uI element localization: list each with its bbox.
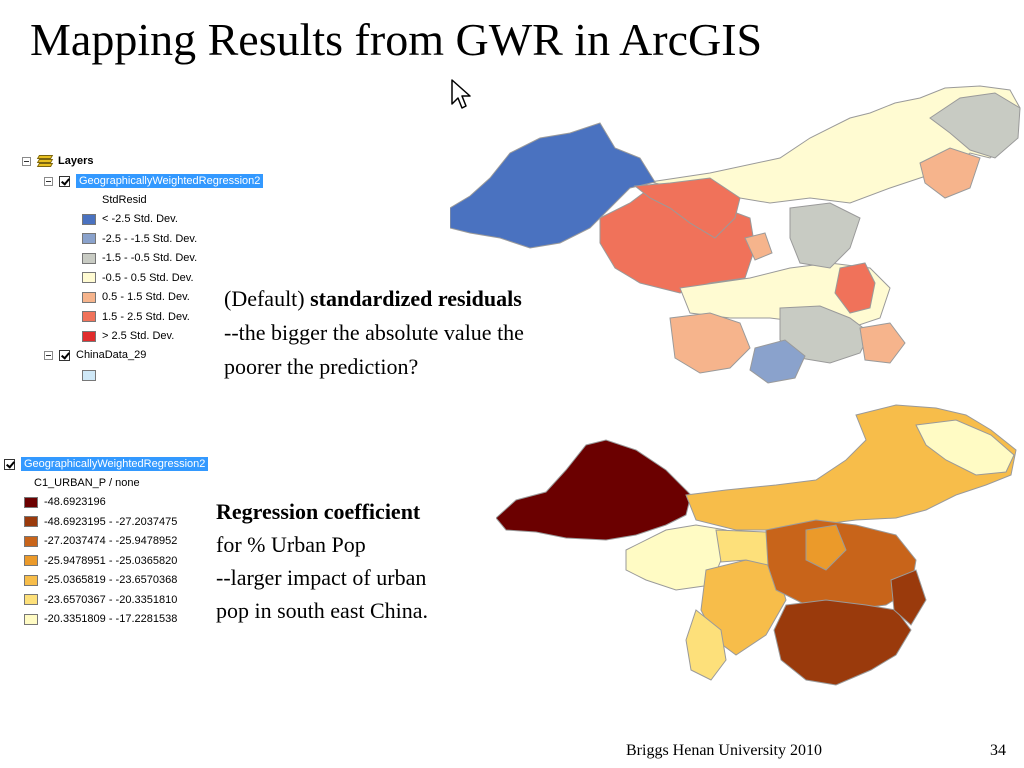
region-guangxi: [749, 339, 806, 384]
region-se-orange: [859, 322, 906, 364]
caption-bold: standardized residuals: [310, 286, 522, 311]
coefficient-legend-label: -25.9478951 - -25.0365820: [44, 554, 178, 567]
coefficient-legend-swatch: [24, 496, 38, 508]
collapse-layer1-button[interactable]: [44, 176, 53, 186]
collapse-layer2-button[interactable]: [44, 350, 53, 360]
residual-legend-swatch: [82, 233, 96, 244]
page-number: 34: [990, 742, 1006, 759]
caption-line-3: poorer the prediction?: [224, 354, 419, 379]
region-xinjiang: [450, 122, 656, 249]
coefficient-legend-row: -20.3351809 - -17.2281538: [24, 610, 177, 628]
coefficient-legend-row: -25.9478951 - -25.0365820: [24, 552, 177, 570]
coef-layer-visibility-checkbox[interactable]: [4, 458, 15, 470]
residual-legend-label: 0.5 - 1.5 Std. Dev.: [102, 291, 190, 303]
coef-field-name-label: C1_URBAN_P / none: [34, 477, 140, 489]
region-gansu: [633, 177, 741, 239]
region-ne-pale: [915, 419, 1015, 476]
layer2-name[interactable]: ChinaData_29: [76, 349, 147, 361]
coefficient-legend-label: -48.6923196: [44, 496, 106, 508]
residual-legend-swatch: [82, 330, 96, 342]
region-small-orange: [744, 232, 773, 261]
coefficient-legend-label: -27.2037474 - -25.9478952: [44, 535, 178, 547]
layer2-visibility-checkbox[interactable]: [59, 349, 70, 361]
coefficient-legend-label: -25.0365819 - -23.6570368: [44, 574, 178, 586]
residual-legend-label: 1.5 - 2.5 Std. Dev.: [102, 310, 190, 323]
residual-legend-label: -0.5 - 0.5 Std. Dev.: [102, 271, 194, 284]
region-central-orange: [805, 524, 847, 571]
coefficient-legend-swatch: [24, 516, 38, 527]
toc-panel-coefficient: GeographicallyWeightedRegression2 C1_URB…: [0, 452, 240, 632]
residual-legend-swatch: [82, 291, 96, 303]
coefficient-legend-swatch: [24, 594, 38, 605]
residual-legend-swatch: [82, 311, 96, 322]
coefficient-legend-row: -27.2037474 - -25.9478952: [24, 532, 177, 550]
region-central-gray: [789, 202, 861, 269]
coefficient-legend-swatch: [24, 574, 38, 586]
slide-footer: Briggs Henan University 2010: [626, 742, 822, 759]
coefficient-legend-label: -48.6923195 - -27.2037475: [44, 515, 178, 528]
coef-caption-line-3: --larger impact of urban: [216, 565, 427, 590]
coefficient-map: [496, 404, 1017, 686]
region-ne-orange: [919, 147, 981, 199]
coef-layer-name[interactable]: GeographicallyWeightedRegression2: [21, 457, 209, 471]
coefficient-legend-label: -23.6570367 - -20.3351810: [44, 593, 178, 606]
region-xinjiang-dark: [496, 439, 692, 541]
residuals-caption: (Default) standardized residuals --the b…: [224, 282, 624, 384]
layer1-visibility-checkbox[interactable]: [59, 175, 70, 187]
residual-legend-label: > 2.5 Std. Dev.: [102, 330, 175, 342]
region-henan: [834, 262, 876, 314]
collapse-layers-button[interactable]: [22, 156, 31, 166]
caption-line-2: --the bigger the absolute value the: [224, 320, 524, 345]
coef-caption-line-4: pop in south east China.: [216, 598, 429, 623]
residual-legend-row: -2.5 - -1.5 Std. Dev.: [82, 230, 197, 248]
region-west-yellow: [715, 529, 769, 566]
coefficient-legend-swatch: [24, 555, 38, 566]
residual-legend-label: -1.5 - -0.5 Std. Dev.: [102, 252, 198, 264]
layers-icon: [36, 154, 54, 168]
layers-root-label: Layers: [58, 155, 94, 167]
residual-legend-row: -0.5 - 0.5 Std. Dev.: [82, 269, 194, 287]
coefficient-legend-label: -20.3351809 - -17.2281538: [44, 613, 178, 625]
residual-legend-swatch: [82, 252, 96, 264]
residuals-map: [450, 85, 1021, 384]
region-se-dark: [890, 569, 927, 626]
field-name-label: StdResid: [102, 194, 147, 206]
coefficient-legend-row: -48.6923196: [24, 493, 106, 511]
coefficient-legend-row: -23.6570367 - -20.3351810: [24, 591, 177, 609]
residual-legend-row: 0.5 - 1.5 Std. Dev.: [82, 288, 190, 306]
mouse-cursor-icon: [451, 79, 471, 109]
toc-panel-residuals: Layers GeographicallyWeightedRegression2…: [18, 148, 298, 388]
slide-title: Mapping Results from GWR in ArcGIS: [30, 14, 763, 65]
coef-caption-line-2: for % Urban Pop: [216, 532, 366, 557]
region-south-dark: [773, 599, 912, 686]
region-sw-orange: [669, 312, 751, 374]
residual-legend-row: 1.5 - 2.5 Std. Dev.: [82, 308, 190, 326]
coefficient-caption: Regression coefficient for % Urban Pop -…: [216, 495, 506, 627]
caption-prefix: (Default): [224, 286, 311, 311]
layer2-swatch: [82, 369, 96, 381]
residual-legend-label: < -2.5 Std. Dev.: [102, 213, 178, 225]
coefficient-legend-swatch: [24, 535, 38, 547]
residual-legend-swatch: [82, 272, 96, 283]
layer1-name[interactable]: GeographicallyWeightedRegression2: [76, 174, 264, 188]
coefficient-legend-row: -25.0365819 - -23.6570368: [24, 571, 177, 589]
coef-caption-bold: Regression coefficient: [216, 499, 421, 524]
region-northeast-gray: [929, 92, 1021, 159]
coefficient-legend-swatch: [24, 613, 38, 625]
coefficient-legend-row: -48.6923195 - -27.2037475: [24, 513, 177, 531]
residual-legend-row: > 2.5 Std. Dev.: [82, 327, 174, 345]
region-yunnan: [685, 609, 727, 681]
residual-legend-swatch: [82, 213, 96, 225]
residual-legend-label: -2.5 - -1.5 Std. Dev.: [102, 232, 198, 245]
residual-legend-row: < -2.5 Std. Dev.: [82, 210, 178, 228]
residual-legend-row: -1.5 - -0.5 Std. Dev.: [82, 249, 197, 267]
